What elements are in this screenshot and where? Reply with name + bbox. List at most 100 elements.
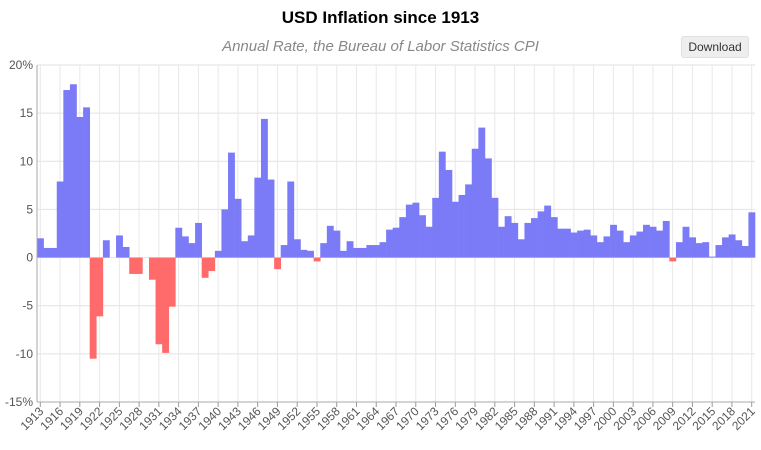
bar-negative (313, 257, 321, 262)
x-tick-label: 2021 (729, 404, 758, 433)
bar-positive (56, 181, 64, 258)
bar-positive (722, 237, 729, 258)
bar-positive (69, 84, 77, 258)
bar-negative (208, 257, 216, 272)
bar-positive (247, 235, 255, 258)
bar-positive (603, 236, 611, 258)
y-tick-label: -5 (22, 299, 33, 313)
bar-positive (550, 217, 558, 258)
bar-positive (425, 226, 433, 258)
bar-positive (596, 242, 604, 258)
bar-positive (662, 220, 670, 258)
bar-positive (359, 247, 367, 258)
bar-positive (471, 148, 479, 258)
bar-positive (333, 230, 341, 258)
bar-positive (432, 197, 440, 258)
bar-negative (89, 257, 97, 359)
bar-positive (300, 249, 308, 258)
download-button[interactable]: Download (681, 36, 749, 58)
y-tick-label: 10 (20, 154, 34, 168)
bar-positive (307, 250, 314, 258)
bar-positive (392, 227, 400, 258)
chart-title: USD Inflation since 1913 (281, 8, 480, 27)
bar-positive (221, 209, 229, 258)
y-tick-label: 15 (20, 106, 34, 120)
bar-positive (63, 90, 71, 258)
bar-positive (122, 246, 130, 258)
bar-negative (274, 257, 282, 270)
bar-positive (616, 230, 624, 258)
bar-positive (511, 222, 519, 258)
bar-positive (656, 230, 664, 258)
bar-negative (129, 257, 137, 274)
bar-positive (708, 256, 716, 258)
bar-positive (340, 250, 347, 258)
y-tick-labels: -15% -10 -5 0 5 10 15 20% (5, 58, 33, 409)
bar-positive (214, 250, 222, 258)
bar-negative (168, 257, 176, 307)
bar-positive (234, 198, 242, 258)
bar-positive (570, 232, 578, 258)
bar-positive (353, 247, 361, 258)
bar-positive (458, 194, 466, 258)
bar-positive (735, 240, 743, 258)
bar-positive (504, 216, 512, 258)
y-tick-label: -10 (16, 347, 34, 361)
bar-positive (366, 245, 374, 258)
bar-positive (498, 226, 505, 258)
bar-positive (102, 240, 110, 258)
bar-positive (83, 107, 90, 258)
bar-negative (96, 257, 104, 317)
bar-positive (577, 230, 585, 258)
bar-positive (438, 151, 446, 258)
bar-positive (524, 222, 532, 258)
bar-positive (484, 158, 492, 258)
bar-positive (682, 226, 690, 258)
bar-positive (636, 231, 644, 258)
bar-positive (386, 229, 394, 258)
bar-positive (451, 201, 459, 258)
bar-positive (629, 235, 637, 258)
bar-positive (379, 242, 387, 258)
bar-positive (445, 169, 453, 258)
bar-positive (346, 241, 354, 258)
bar-positive (43, 247, 51, 258)
bar-positive (280, 245, 288, 258)
y-tick-label: 5 (26, 202, 33, 216)
bar-positive (287, 181, 295, 258)
bar-positive (563, 228, 571, 258)
bars (37, 84, 756, 359)
chart-subtitle: Annual Rate, the Bureau of Labor Statist… (222, 38, 539, 55)
bar-positive (478, 127, 486, 258)
bar-positive (517, 239, 525, 258)
bar-negative (669, 257, 677, 262)
bar-positive (419, 215, 426, 258)
bar-positive (610, 224, 617, 258)
bar-positive (37, 238, 44, 258)
bar-positive (241, 241, 249, 258)
bar-positive (188, 243, 196, 258)
bar-positive (583, 229, 591, 258)
bar-positive (675, 242, 683, 258)
bar-negative (135, 257, 143, 274)
bar-positive (50, 247, 58, 258)
bar-positive (175, 227, 183, 258)
bar-positive (372, 245, 380, 258)
bar-positive (649, 226, 657, 258)
bar-positive (195, 222, 202, 258)
bar-positive (695, 243, 703, 258)
y-tick-label: -15% (5, 395, 33, 409)
bar-positive (748, 212, 756, 258)
bar-negative (148, 257, 156, 280)
bar-positive (491, 197, 499, 258)
bar-positive (623, 242, 631, 258)
bar-positive (293, 239, 301, 258)
bar-positive (715, 245, 723, 258)
bar-positive (320, 243, 328, 258)
bar-positive (412, 202, 420, 258)
y-tick-label: 0 (26, 251, 33, 265)
axes (36, 65, 755, 407)
bar-positive (702, 242, 710, 258)
bar-negative (201, 257, 209, 278)
